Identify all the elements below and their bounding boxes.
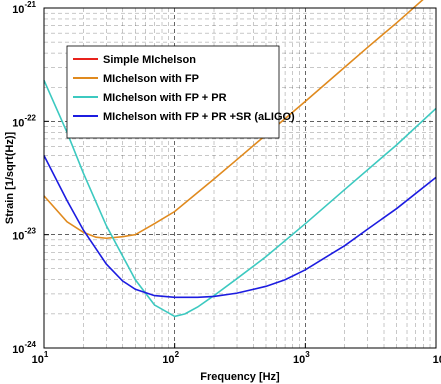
series-group (43, 0, 437, 318)
y-tick-label: 10-22 (12, 113, 36, 129)
plot-frame (43, 7, 437, 349)
y-tick-label: 10-24 (12, 340, 36, 356)
legend-label-3: MIchelson with FP + PR (103, 92, 227, 104)
tick-labels: 101 102 103 104 10-24 10-23 10-22 10-21 (12, 0, 441, 366)
x-tick-label: 102 (162, 350, 179, 366)
x-tick-label: 104 (433, 350, 441, 366)
y-tick-label: 10-23 (12, 227, 36, 243)
series-line-3 (43, 80, 437, 318)
x-axis-label: Frequency [Hz] (200, 371, 280, 383)
y-tick-label: 10-21 (12, 0, 36, 16)
legend-label-1: Simple MIchelson (103, 54, 196, 66)
series-line-2 (43, 0, 424, 240)
y-axis-label: Strain [1/sqrt(Hz)] (4, 132, 16, 225)
legend: Simple MIchelson MIchelson with FP MIchels… (66, 45, 295, 139)
legend-label-2: MIchelson with FP (103, 73, 199, 85)
series-line-4 (43, 155, 437, 299)
x-tick-label: 103 (293, 350, 310, 366)
legend-label-4: MIchelson with FP + PR +SR (aLIGO) (103, 111, 295, 123)
legend-box (66, 45, 280, 139)
x-tick-label: 101 (32, 350, 49, 366)
